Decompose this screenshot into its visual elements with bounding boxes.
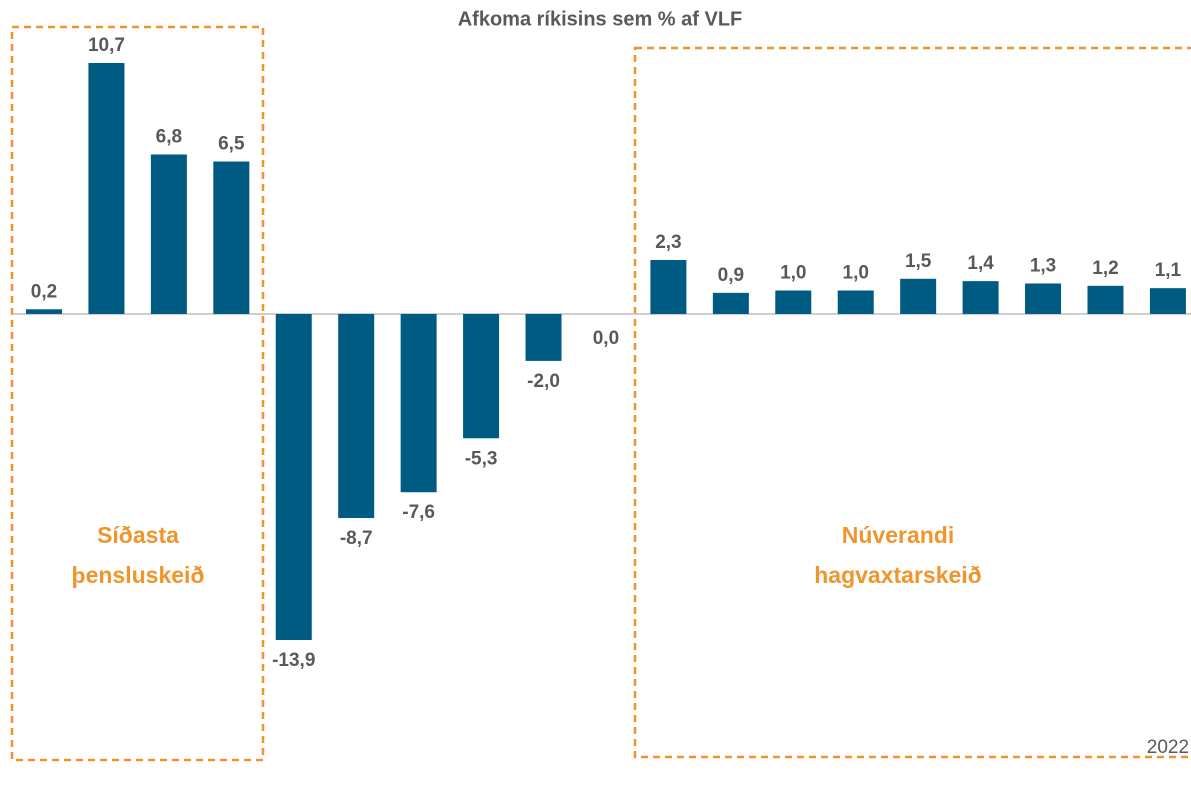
value-label: -2,0 <box>527 371 560 392</box>
bar <box>150 154 187 314</box>
bar <box>88 63 125 314</box>
bar <box>1087 285 1124 314</box>
annotation: Núverandi <box>842 522 954 548</box>
annotation: þensluskeið <box>72 562 205 588</box>
bar <box>26 309 62 314</box>
value-label: -7,6 <box>402 502 435 523</box>
period-box <box>10 25 265 762</box>
bar <box>650 260 687 314</box>
value-label: 1,0 <box>780 263 806 284</box>
value-label: 1,3 <box>1030 255 1056 276</box>
bar <box>837 290 874 314</box>
annotation: Síðasta <box>97 522 179 548</box>
value-label: 1,4 <box>967 253 994 274</box>
value-label: 6,8 <box>156 126 182 147</box>
chart-title: Afkoma ríkisins sem % af VLF <box>458 8 743 30</box>
value-label: -13,9 <box>272 650 315 671</box>
value-label: 1,0 <box>843 263 869 284</box>
bar <box>338 313 375 519</box>
period-box <box>633 46 1191 759</box>
bar <box>400 313 437 493</box>
bar <box>213 161 250 314</box>
bar <box>525 313 562 361</box>
bar <box>775 290 812 314</box>
value-label: 1,5 <box>905 251 932 272</box>
value-label: 1,2 <box>1092 258 1118 279</box>
value-label: -8,7 <box>340 528 373 549</box>
value-label: 6,5 <box>218 134 245 155</box>
value-label: 1,1 <box>1155 260 1182 281</box>
bar <box>463 313 500 439</box>
bar <box>1025 283 1062 314</box>
value-label: -5,3 <box>465 448 498 469</box>
annotation: hagvaxtarskeið <box>814 562 981 588</box>
value-label: 10,7 <box>88 35 125 56</box>
bar <box>962 281 999 314</box>
bar <box>1149 288 1186 314</box>
value-label: 0,9 <box>718 265 744 286</box>
x-tick-label: 2022 <box>1147 737 1189 758</box>
value-label: 0,0 <box>593 328 619 349</box>
bar <box>712 292 749 314</box>
bar <box>900 278 937 314</box>
value-label: 0,2 <box>31 281 57 302</box>
value-label: 2,3 <box>655 232 681 253</box>
bar <box>275 313 312 640</box>
